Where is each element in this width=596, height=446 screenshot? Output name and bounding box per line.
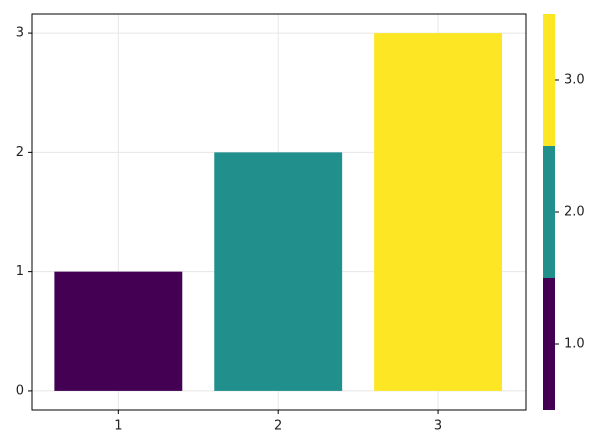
plot-frame — [31, 13, 527, 411]
bar — [374, 33, 503, 391]
colorbar-tick-label: 1.0 — [564, 337, 585, 352]
x-tick-label: 1 — [114, 419, 122, 434]
x-tick-label: 3 — [434, 419, 442, 434]
y-tick-label: 1 — [16, 264, 24, 279]
y-tick-label: 0 — [16, 383, 24, 398]
y-tick-label: 3 — [16, 26, 24, 41]
colorbar-segment — [543, 14, 555, 146]
colorbar-tick-label: 3.0 — [564, 73, 585, 88]
bar-layer — [54, 33, 503, 391]
bar — [214, 152, 343, 391]
label-layer: 0 1 2 3 1 2 3 1.0 2.0 3.0 — [16, 14, 585, 434]
colorbar-tick-label: 2.0 — [564, 205, 585, 220]
colorbar-segment — [543, 278, 555, 410]
colorbar-segment — [543, 146, 555, 278]
y-tick-label: 2 — [16, 145, 24, 160]
x-tick-label: 2 — [274, 419, 282, 434]
bar — [54, 271, 183, 391]
